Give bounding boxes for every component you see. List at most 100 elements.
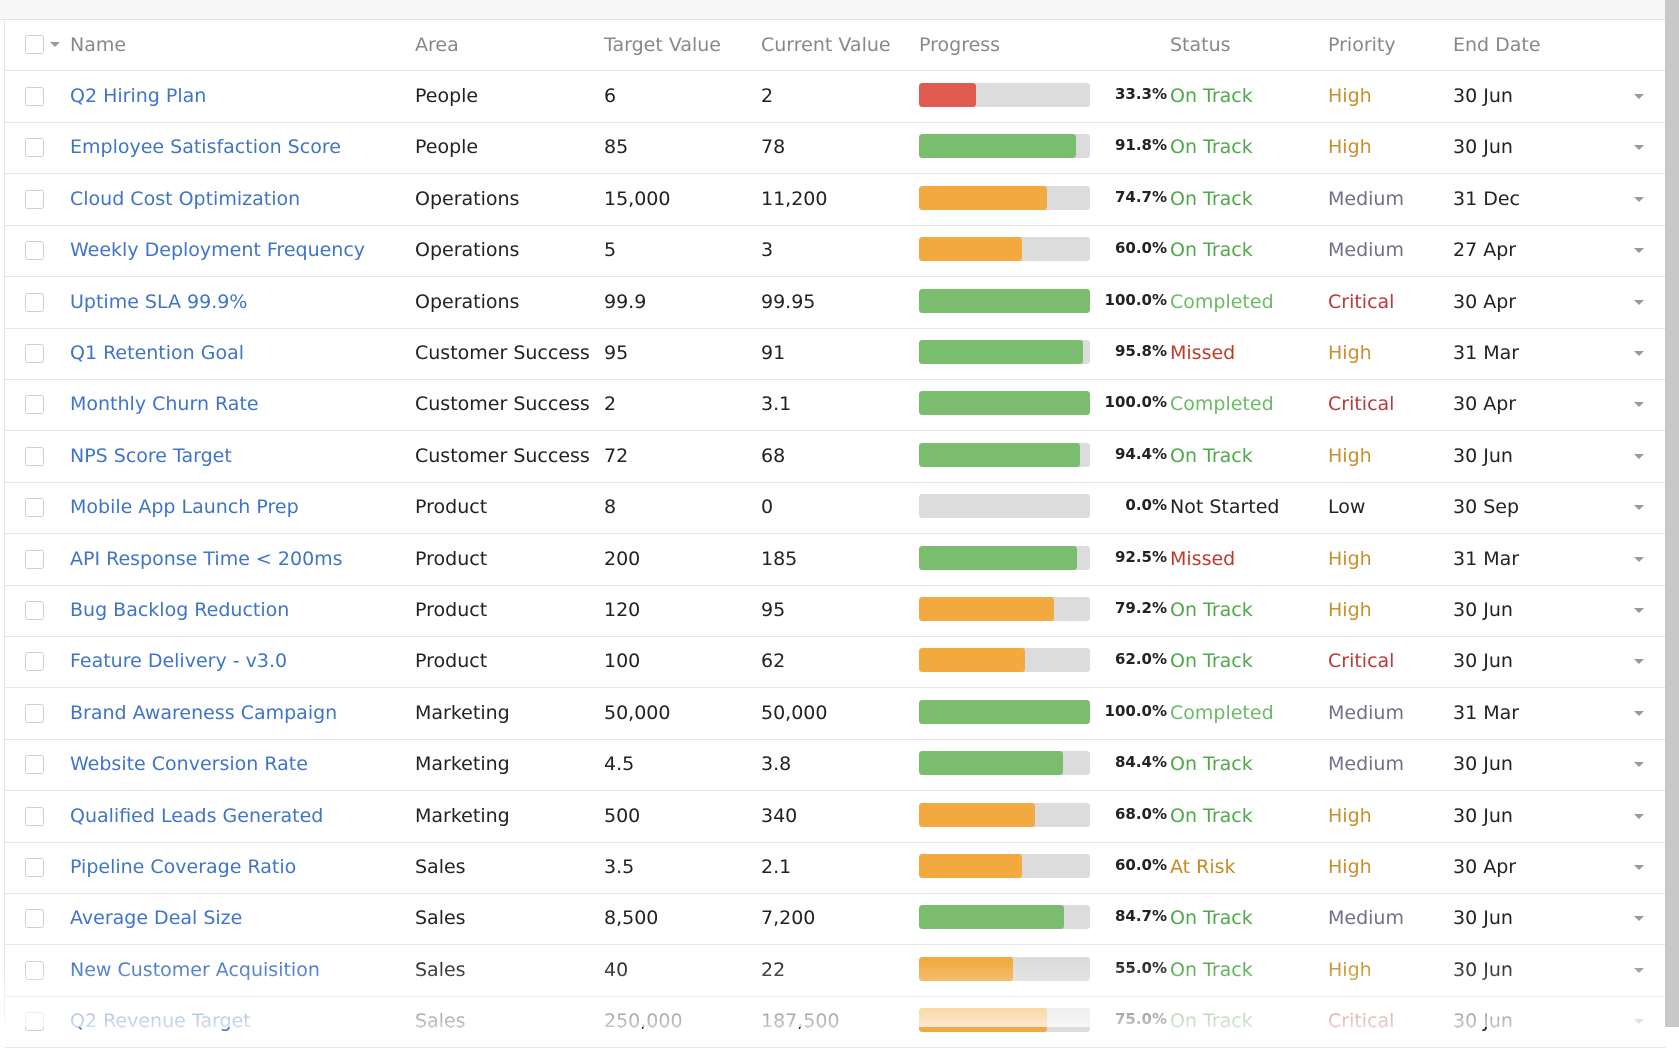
column-header[interactable]: Progress (919, 34, 1001, 56)
row-menu-caret[interactable] (1634, 813, 1644, 819)
item-name-link[interactable]: API Response Time < 200ms (70, 547, 343, 570)
item-name-link[interactable]: Weekly Deployment Frequency (70, 239, 366, 262)
row-checkbox[interactable] (25, 87, 44, 106)
column-header[interactable]: Priority (1328, 34, 1396, 56)
table-row[interactable]: Mobile App Launch Prep Product 8 0 0.0% Not S… (5, 482, 1666, 535)
row-checkbox[interactable] (25, 292, 44, 312)
end-date: 27 Apr (1453, 239, 1517, 262)
row-menu-caret[interactable] (1634, 505, 1644, 511)
row-checkbox[interactable] (25, 498, 44, 518)
progress-label: 91.8% (1114, 136, 1167, 155)
item-name-link[interactable]: Pipeline Coverage Ratio (70, 856, 297, 878)
status: On Track (1170, 85, 1253, 107)
progress-track (919, 83, 1090, 107)
column-header[interactable]: Status (1170, 34, 1231, 56)
item-name-link[interactable]: Q2 Revenue Target (70, 1010, 251, 1033)
row-checkbox[interactable] (25, 549, 44, 569)
row-checkbox[interactable] (25, 395, 44, 415)
row-checkbox[interactable] (25, 652, 44, 672)
item-name-link[interactable]: New Customer Acquisition (70, 958, 320, 981)
row-menu-caret[interactable] (1634, 865, 1644, 870)
row-checkbox[interactable] (25, 755, 44, 775)
row-menu-caret[interactable] (1634, 145, 1644, 151)
area: Marketing (415, 753, 510, 776)
table-row[interactable]: Uptime SLA 99.9% Operations 99.9 99.95 100.0… (5, 277, 1666, 329)
item-name-link[interactable]: Feature Delivery - v3.0 (70, 650, 288, 673)
row-menu-caret[interactable] (1634, 659, 1644, 665)
row-checkbox[interactable] (25, 344, 44, 363)
item-name-link[interactable]: Average Deal Size (70, 907, 243, 930)
item-name-link[interactable]: Monthly Churn Rate (70, 393, 259, 416)
target-value: 8,500 (604, 907, 659, 930)
column-header[interactable]: End Date (1453, 34, 1541, 56)
item-name-link[interactable]: Bug Backlog Reduction (70, 599, 290, 621)
row-menu-caret[interactable] (1634, 94, 1644, 99)
row-menu-caret[interactable] (1634, 299, 1644, 305)
table-row[interactable]: Average Deal Size Sales 8,500 7,200 84.7% On … (5, 893, 1666, 946)
table-row[interactable]: Cloud Cost Optimization Operations 15,000 1… (5, 174, 1666, 226)
table-row[interactable]: Employee Satisfaction Score People 85 78 91.… (5, 122, 1666, 175)
item-name-link[interactable]: Brand Awareness Campaign (70, 701, 338, 724)
table-row[interactable]: Website Conversion Rate Marketing 4.5 3.8 84… (5, 739, 1666, 792)
row-menu-caret[interactable] (1634, 710, 1644, 716)
select-all-checkbox[interactable] (25, 35, 44, 54)
column-header[interactable]: Target Value (604, 34, 721, 56)
row-checkbox[interactable] (25, 960, 44, 980)
row-menu-caret[interactable] (1634, 1019, 1644, 1025)
table-row[interactable]: NPS Score Target Customer Success 72 68 94.4… (5, 431, 1666, 483)
row-checkbox[interactable] (25, 1012, 44, 1032)
table-row[interactable]: Feature Delivery - v3.0 Product 100 62 62.0%… (5, 636, 1666, 689)
row-checkbox[interactable] (25, 189, 44, 209)
table-row[interactable]: Q2 Hiring Plan People 6 2 33.3% On Track High 3… (5, 71, 1666, 123)
item-name-link[interactable]: Uptime SLA 99.9% (70, 290, 248, 313)
item-name-link[interactable]: Q1 Retention Goal (70, 342, 245, 364)
column-header[interactable]: Current Value (761, 34, 891, 56)
table-row[interactable]: Q1 Retention Goal Customer Success 95 91 95.… (5, 328, 1666, 380)
table-row[interactable]: New Customer Acquisition Sales 40 22 55.0% On… (5, 945, 1666, 997)
end-date: 31 Mar (1453, 701, 1520, 724)
table-row[interactable]: Weekly Deployment Frequency Operations 5 3 6… (5, 225, 1666, 278)
row-menu-caret[interactable] (1634, 762, 1644, 768)
row-checkbox[interactable] (25, 138, 44, 158)
table-row[interactable]: Q2 Revenue Target Sales 250,000 187,500 75.0… (5, 996, 1666, 1048)
row-menu-caret[interactable] (1634, 916, 1644, 922)
column-header[interactable]: Name (70, 34, 127, 56)
row-checkbox[interactable] (25, 806, 44, 826)
row-checkbox[interactable] (25, 601, 44, 620)
scrollbar[interactable] (1665, 0, 1679, 1027)
item-name-link[interactable]: Website Conversion Rate (70, 753, 308, 776)
row-menu-caret[interactable] (1634, 967, 1644, 973)
row-menu-caret[interactable] (1634, 248, 1644, 254)
select-menu-caret[interactable] (50, 42, 60, 47)
item-name-link[interactable]: Cloud Cost Optimization (70, 187, 301, 210)
table-row[interactable]: API Response Time < 200ms Product 200 185 92… (5, 534, 1666, 586)
item-name-link[interactable]: Qualified Leads Generated (70, 804, 324, 827)
table-row[interactable]: Monthly Churn Rate Customer Success 2 3.1 10… (5, 379, 1666, 432)
row-menu-caret[interactable] (1634, 453, 1644, 459)
row-checkbox[interactable] (25, 909, 44, 929)
table-row[interactable]: Pipeline Coverage Ratio Sales 3.5 2.1 60.0% A… (5, 842, 1666, 894)
row-menu-caret[interactable] (1634, 402, 1644, 408)
table-row[interactable]: Bug Backlog Reduction Product 120 95 79.2% On… (5, 585, 1666, 637)
table-row[interactable]: Brand Awareness Campaign Marketing 50,000 5… (5, 688, 1666, 740)
progress-bar (919, 288, 1090, 313)
item-name-link[interactable]: Mobile App Launch Prep (70, 496, 299, 519)
row-checkbox[interactable] (25, 446, 44, 466)
item-name-link[interactable]: NPS Score Target (70, 444, 232, 467)
row-menu-caret[interactable] (1634, 608, 1644, 613)
row-menu-caret[interactable] (1634, 556, 1644, 562)
row-menu-caret[interactable] (1634, 351, 1644, 356)
area: Sales (415, 958, 466, 981)
row-menu-caret[interactable] (1634, 196, 1644, 202)
row-checkbox[interactable] (25, 858, 44, 877)
row-checkbox[interactable] (25, 703, 44, 723)
progress-label: 100.0% (1104, 290, 1167, 309)
column-header[interactable]: Area (415, 34, 459, 56)
progress-track (919, 545, 1090, 570)
item-name-link[interactable]: Q2 Hiring Plan (70, 85, 207, 107)
item-name-link[interactable]: Employee Satisfaction Score (70, 136, 341, 159)
area: Product (415, 650, 488, 673)
row-checkbox[interactable] (25, 241, 44, 261)
table-row[interactable]: Qualified Leads Generated Marketing 500 340… (5, 791, 1666, 843)
progress-track (919, 134, 1090, 159)
